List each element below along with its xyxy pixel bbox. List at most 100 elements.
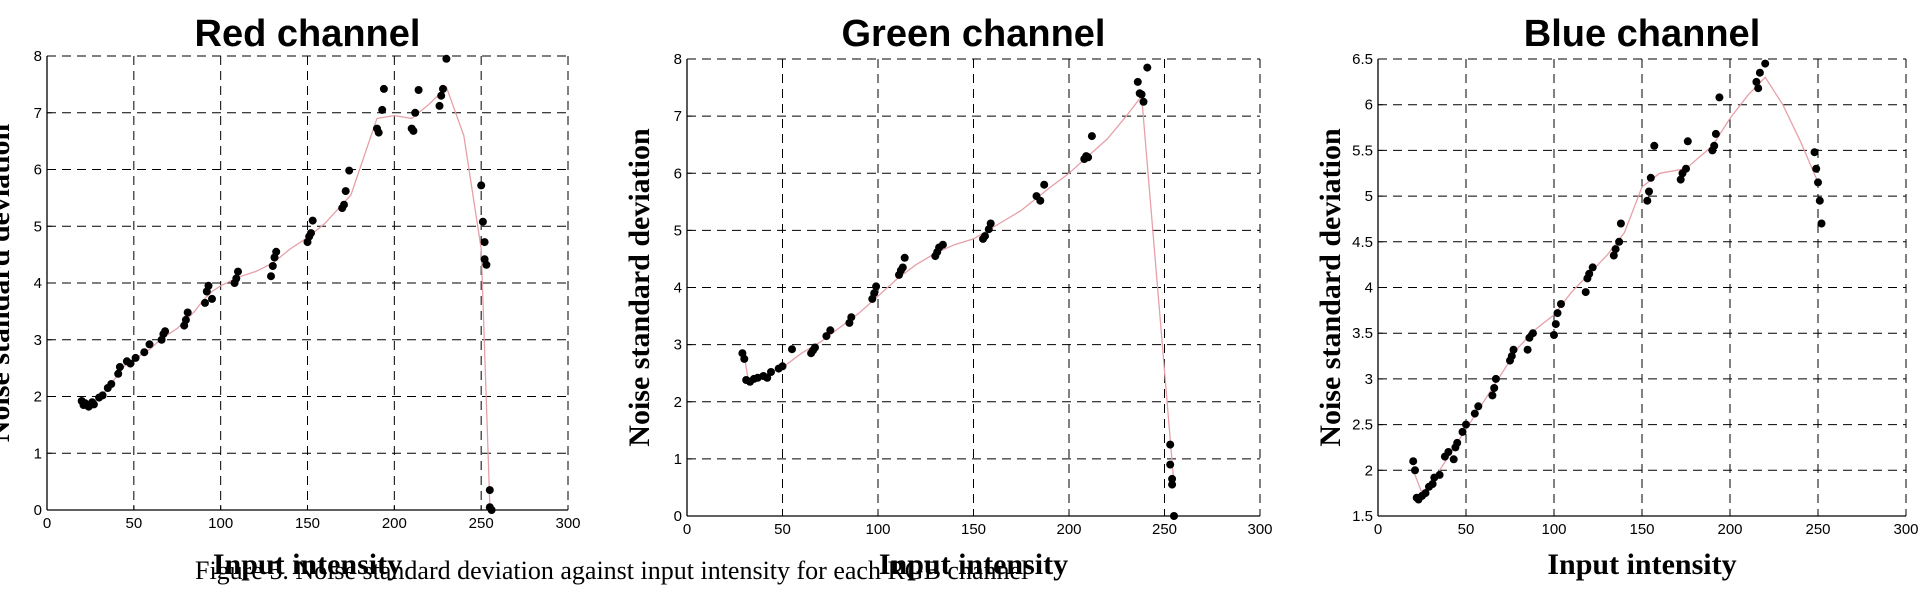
x-tick-label: 300 [1893,521,1918,538]
chart-title: Red channel [195,13,421,55]
data-point [485,486,494,495]
data-point [1528,329,1537,338]
mean-line [81,86,491,505]
data-point [1507,352,1516,361]
data-point [778,362,787,371]
data-point [89,400,98,409]
data-point [1409,457,1418,466]
data-point [442,54,451,63]
data-point [1581,288,1590,297]
data-points [77,54,496,514]
y-tick-label: 8 [674,51,682,68]
data-points [1409,59,1826,504]
data-point [232,274,241,283]
data-point [115,363,124,371]
data-point [1715,93,1724,102]
y-tick-label: 7 [674,108,682,125]
data-point [414,86,423,94]
data-point [1488,391,1497,400]
x-tick-label: 0 [683,521,691,538]
data-point [1711,129,1720,138]
y-tick-label: 3.5 [1352,325,1373,342]
data-point [1553,309,1562,318]
x-tick-label: 250 [469,515,494,532]
x-tick-label: 100 [208,515,233,532]
data-point [1755,68,1764,77]
x-tick-label: 150 [1629,521,1654,538]
data-point [1168,474,1177,483]
y-tick-label: 5.5 [1352,142,1373,159]
data-point [1084,153,1093,162]
data-point [1490,384,1499,392]
data-point [1462,420,1470,429]
mean-line [743,94,1175,485]
y-tick-label: 2 [1365,462,1373,479]
data-point [847,313,856,322]
data-point [1166,460,1175,469]
data-point [435,101,444,110]
data-point [201,298,209,307]
y-tick-label: 5 [674,222,682,239]
x-tick-label: 300 [555,515,580,532]
data-point [307,229,315,238]
data-point [183,308,192,317]
figure-caption: Figure 5. Noise standard deviation again… [195,556,1029,585]
data-point [1166,440,1175,449]
x-tick-label: 100 [1541,521,1566,538]
data-point [234,267,242,276]
data-point [788,345,796,354]
y-tick-label: 5 [34,218,42,235]
y-tick-label: 6.5 [1352,51,1373,68]
x-tick-label: 200 [1056,521,1081,538]
data-point [1616,219,1625,228]
x-axis-label: Input intensity [1547,548,1736,581]
data-point [181,315,190,324]
y-tick-label: 6 [1365,97,1373,114]
data-point [986,219,995,228]
data-point [1435,470,1444,479]
data-point [411,108,420,117]
data-point [341,187,350,196]
data-point [374,128,383,137]
data-point [1509,345,1518,354]
data-point [1761,59,1770,68]
data-point [126,359,135,368]
x-tick-label: 150 [295,515,320,532]
data-point [1444,448,1453,456]
y-tick-label: 4.5 [1352,234,1373,251]
data-point [107,380,116,388]
x-tick-label: 250 [1805,521,1830,538]
x-tick-label: 200 [382,515,407,532]
data-point [1550,331,1558,339]
data-point [1453,438,1462,447]
data-point [98,391,107,400]
data-point [437,91,446,100]
y-tick-label: 4 [1365,280,1373,297]
y-tick-label: 2 [674,394,682,411]
data-point [1810,148,1819,157]
chart-title: Blue channel [1524,13,1761,55]
y-axis-label: Noise standard deviation [1314,128,1347,447]
data-point [822,332,831,341]
y-tick-label: 5 [1365,188,1373,205]
data-point [1557,300,1565,308]
data-point [763,373,772,382]
data-point [1133,77,1142,86]
y-tick-label: 2 [34,389,42,406]
data-point [872,282,881,291]
x-tick-label: 250 [1152,521,1177,538]
data-point [1815,196,1824,205]
data-point [870,289,879,298]
data-point [208,294,216,303]
x-tick-label: 150 [961,521,986,538]
x-tick-label: 50 [1458,521,1475,538]
data-point [1428,480,1437,488]
chart-title: Green channel [842,13,1106,55]
y-tick-label: 4 [34,275,42,292]
data-point [938,240,947,249]
y-tick-label: 3 [674,337,682,354]
x-tick-label: 200 [1717,521,1742,538]
data-point [1646,173,1655,182]
data-point [1588,263,1597,272]
data-point [1168,480,1177,489]
